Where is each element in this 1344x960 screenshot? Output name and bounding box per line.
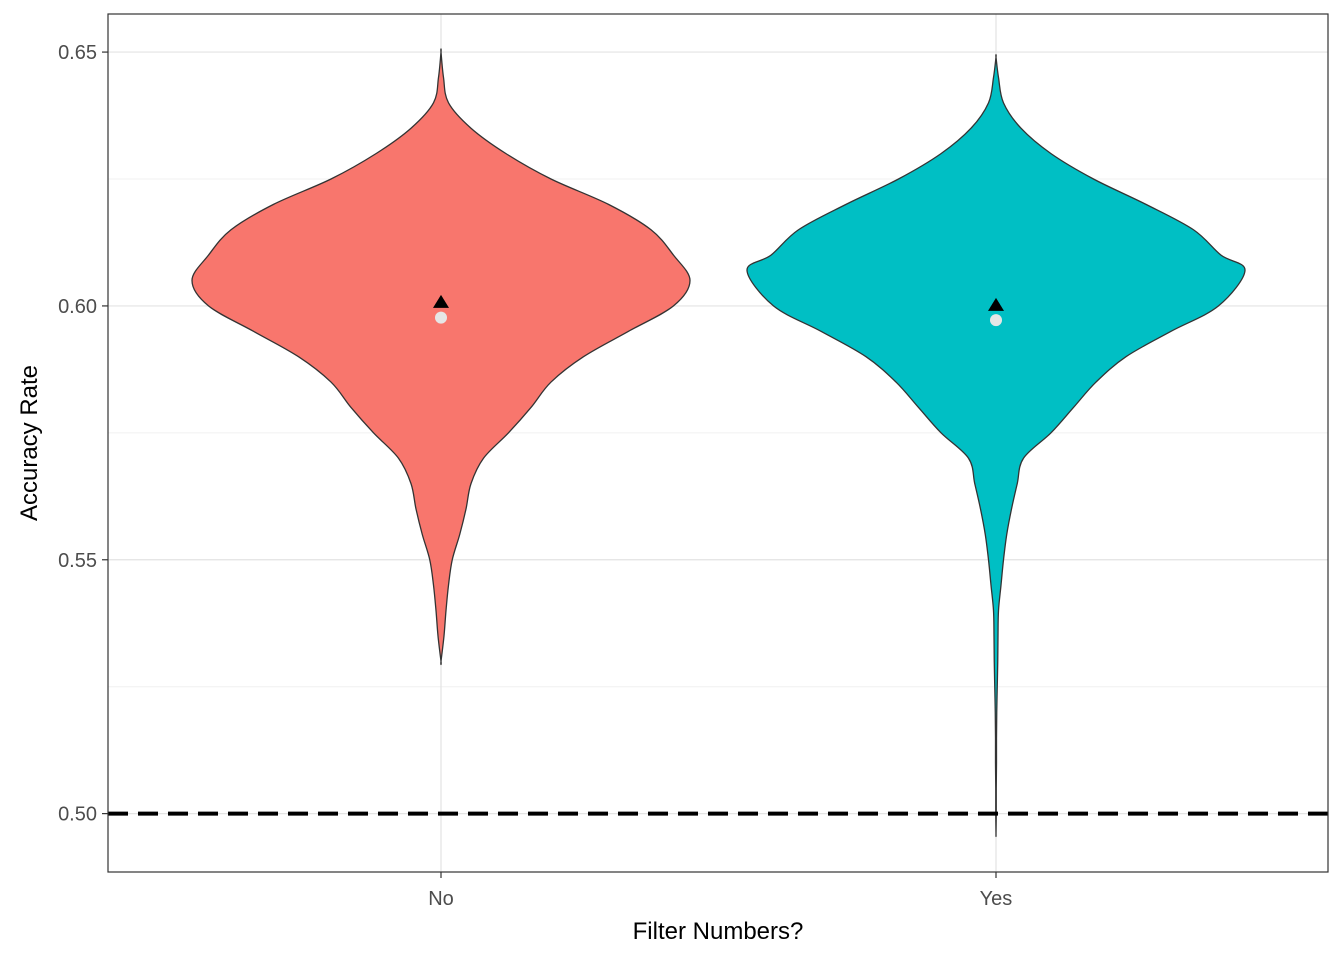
x-tick-label: Yes: [980, 888, 1013, 910]
violin-yes: [746, 53, 1246, 838]
y-axis-title: Accuracy Rate: [16, 365, 43, 521]
x-axis: No Yes: [428, 872, 1012, 910]
mean-marker-no: [433, 294, 449, 308]
median-point-no: [435, 311, 447, 324]
x-axis-title: Filter Numbers?: [633, 918, 804, 945]
x-tick-label: No: [428, 888, 454, 910]
y-tick-label: 0.55: [58, 550, 97, 572]
median-point-yes: [990, 314, 1002, 327]
violins: [191, 48, 1246, 838]
summary-markers: [433, 294, 1004, 327]
y-tick-label: 0.60: [58, 296, 97, 318]
minor-gridlines: [108, 178, 1328, 688]
y-tick-label: 0.65: [58, 42, 97, 64]
mean-marker-yes: [988, 297, 1004, 311]
plot-background: [108, 14, 1328, 872]
plot-border: [107, 13, 1329, 873]
y-tick-label: 0.50: [58, 804, 97, 826]
violin-no: [191, 48, 691, 666]
y-axis: 0.50 0.55 0.60 0.65: [58, 42, 108, 826]
